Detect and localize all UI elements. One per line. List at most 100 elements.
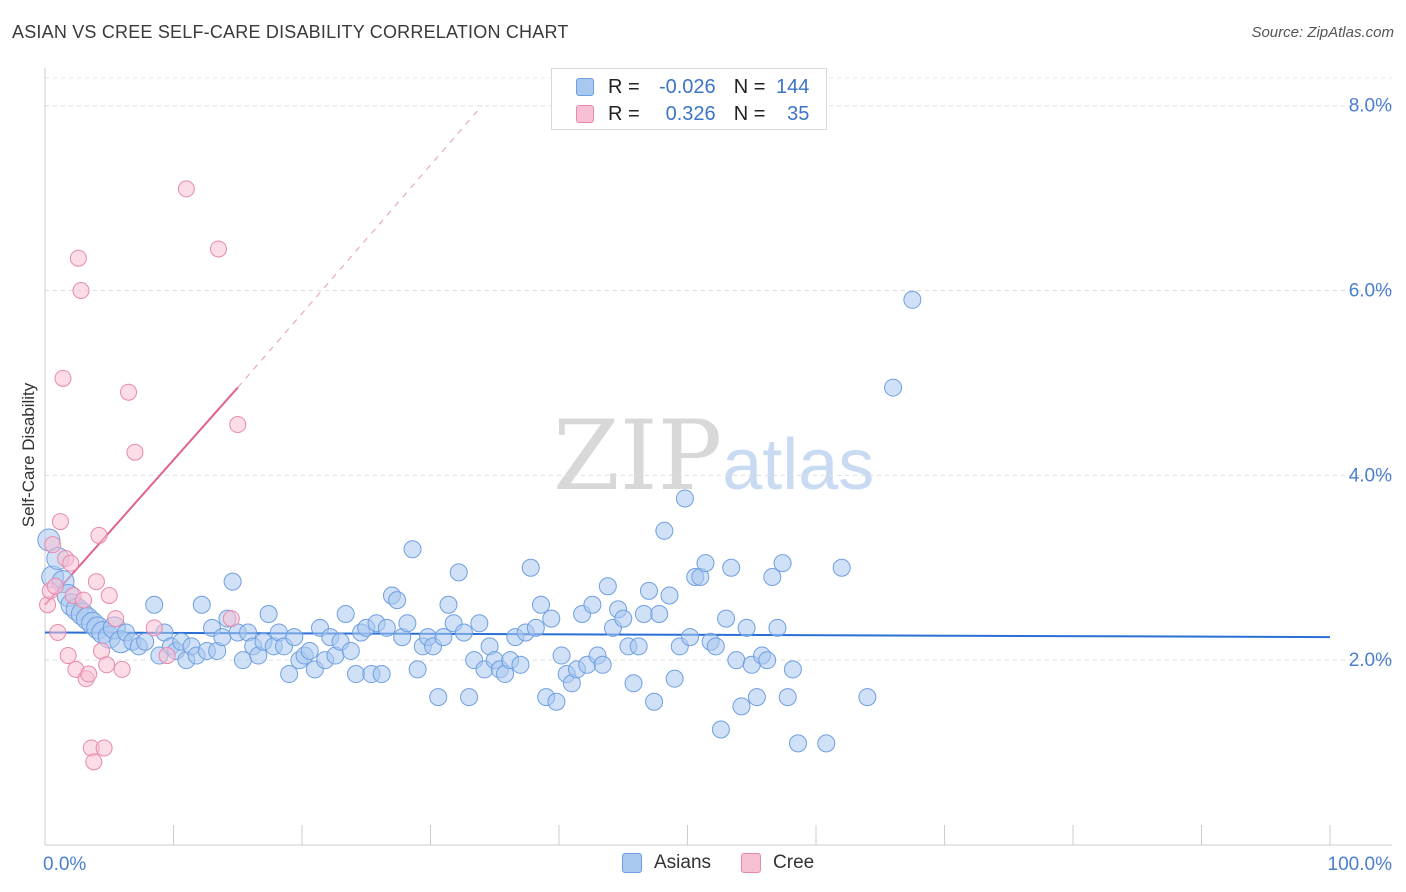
asians-point [681, 628, 700, 647]
cree-point [95, 739, 113, 757]
cree-point [75, 591, 93, 609]
axes [44, 68, 1392, 846]
x-tick-label: 0.0% [43, 854, 86, 875]
asians-point [884, 378, 903, 397]
asians-point [341, 641, 360, 660]
asians-point [706, 637, 725, 656]
asians-point [768, 618, 787, 637]
cree-point [222, 610, 240, 628]
asians-point [655, 521, 674, 540]
cree-point [49, 623, 67, 641]
cree-point [62, 554, 80, 572]
asians-point [634, 604, 653, 623]
asians-point [832, 558, 851, 577]
asians-point [398, 614, 417, 633]
cree-point [87, 573, 105, 591]
cree-point [113, 660, 131, 678]
asians-point [377, 618, 396, 637]
r-value: 0.326 [665, 102, 716, 125]
cree-point [85, 753, 103, 771]
asians-point [639, 581, 658, 600]
asians-point [280, 665, 299, 684]
asians-point [526, 618, 545, 637]
asians-point [136, 632, 155, 651]
cree-point [80, 665, 98, 683]
cree-swatch [576, 105, 594, 123]
asians-point [233, 651, 252, 670]
asians-point [542, 609, 561, 628]
gridlines [45, 77, 1392, 661]
asians-point [223, 572, 242, 591]
asians-point [722, 558, 741, 577]
cree-point [158, 647, 176, 665]
asians-point [300, 641, 319, 660]
y-axis-label: Self-Care Disability [19, 382, 38, 527]
asians-point [521, 558, 540, 577]
trend-lines [44, 105, 1331, 639]
cree-point [59, 647, 77, 665]
asians-point [583, 595, 602, 614]
cree-point [177, 180, 195, 198]
n-value: 144 [776, 75, 810, 98]
asians-point [511, 655, 530, 674]
asians-point [408, 660, 427, 679]
cree-point [100, 586, 118, 604]
asians-point [598, 577, 617, 596]
data-points [37, 180, 922, 771]
asians-point [747, 688, 766, 707]
asians-point [727, 651, 746, 670]
cree-legend-swatch [741, 853, 762, 873]
asians-point [259, 604, 278, 623]
asians-point [675, 489, 694, 508]
asians-point [737, 618, 756, 637]
source-label: Source: ZipAtlas.com [1251, 24, 1394, 41]
asians-point [593, 655, 612, 674]
cree-point [90, 526, 108, 544]
watermark-atlas: atlas [722, 425, 875, 505]
asians-point [614, 609, 633, 628]
asians-point [336, 604, 355, 623]
asians-point [429, 688, 448, 707]
asians-swatch [576, 78, 594, 96]
asians-point [346, 665, 365, 684]
asians-point [773, 554, 792, 573]
cree-point [72, 282, 90, 300]
legend-item-cree[interactable]: Cree [741, 852, 814, 874]
asians-point [145, 595, 164, 614]
asians-point [732, 697, 751, 716]
asians-point [763, 568, 782, 587]
asians-point [665, 669, 684, 688]
asians-point [858, 688, 877, 707]
cree-point [44, 536, 62, 554]
n-value: 35 [787, 102, 810, 125]
asians-point [372, 665, 391, 684]
asians-point [403, 540, 422, 559]
cree-point [107, 610, 125, 628]
asians-legend-label: Asians [654, 852, 712, 873]
x-tick-label: 100.0% [1328, 854, 1393, 875]
chart-title: ASIAN VS CREE SELF-CARE DISABILITY CORRE… [12, 22, 569, 42]
asians-point [470, 614, 489, 633]
cree-point [145, 619, 163, 637]
y-tick-label: 6.0% [1349, 281, 1392, 302]
asians-point [903, 290, 922, 309]
asians-point [783, 660, 802, 679]
legend-item-asians[interactable]: Asians [622, 852, 711, 874]
asians-point [624, 674, 643, 693]
asians-point [192, 595, 211, 614]
asians-point [285, 628, 304, 647]
r-label: R = [608, 102, 640, 125]
r-label: R = [608, 75, 640, 98]
correlation-legend: R = -0.026 N = 144 R = 0.326 N = 35 [551, 68, 827, 130]
watermark: ZIPatlas [553, 400, 874, 512]
asians-point [711, 720, 730, 739]
cree-point [54, 369, 72, 387]
asians-point [660, 586, 679, 605]
asians-point [817, 734, 836, 753]
n-label: N = [733, 102, 766, 125]
asians-point [778, 688, 797, 707]
legend-row-asians: R = -0.026 N = 144 [576, 75, 809, 99]
asians-point [696, 554, 715, 573]
y-tick-label: 2.0% [1349, 650, 1392, 671]
